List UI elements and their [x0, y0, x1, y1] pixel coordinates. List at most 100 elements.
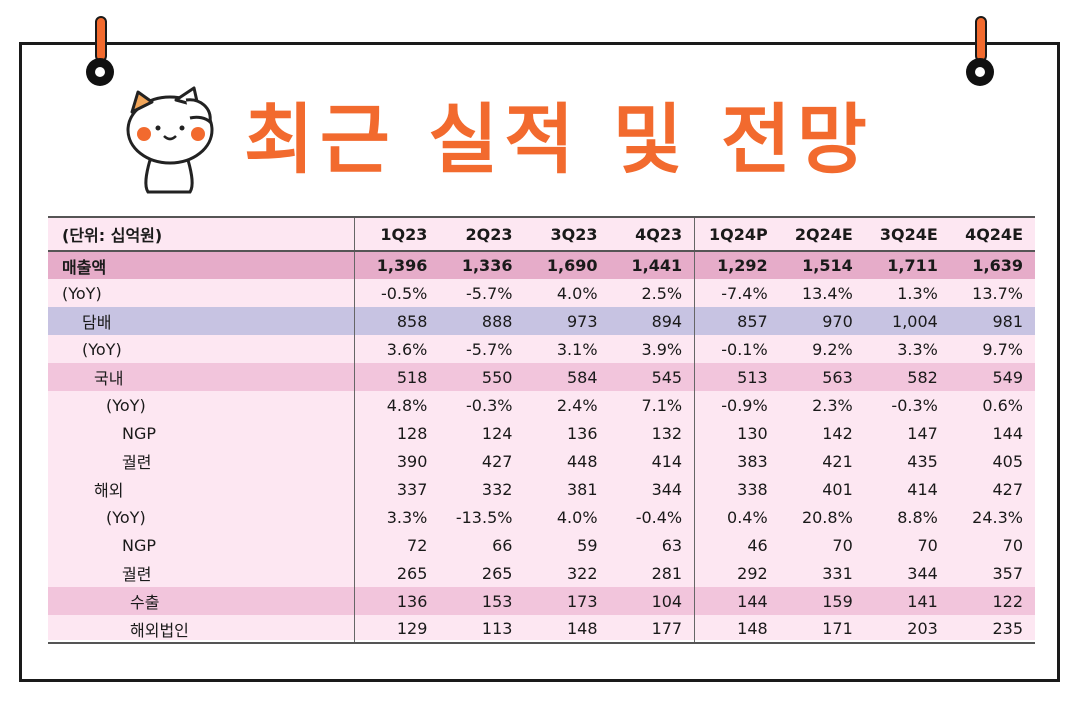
table-cell: 9.2% [812, 339, 853, 359]
row-label: 궐련 [122, 453, 152, 472]
table-cell: -5.7% [466, 339, 513, 359]
table-cell: 13.4% [801, 283, 853, 303]
table-cell: 401 [822, 479, 853, 499]
table-cell: 132 [651, 423, 683, 443]
table-row: 수출 136 153 173 104 144 159 141 122 [48, 587, 1035, 615]
column-header: 4Q24E [949, 216, 1035, 252]
table-cell: 338 [694, 475, 780, 503]
table-header-row: (단위: 십억원) 1Q23 2Q23 3Q23 4Q23 1Q24P 2Q24E 3Q24E… [48, 216, 1035, 252]
table-cell: 20.8% [801, 507, 853, 527]
table-cell: 435 [907, 451, 938, 471]
table-cell: 322 [566, 563, 598, 583]
row-label: 매출액 [48, 251, 355, 279]
table-row: (YoY) -0.5% -5.7% 4.0% 2.5% -7.4% 13.4% 1.3% 13.… [48, 279, 1035, 307]
table-cell: 1,639 [949, 251, 1035, 279]
table-cell: -5.7% [466, 283, 513, 303]
table-cell: 173 [524, 587, 610, 615]
table-cell: 265 [481, 563, 513, 583]
table-cell: -7.4% [694, 279, 780, 307]
column-header: 4Q23 [609, 216, 695, 252]
table-cell: 128 [353, 419, 440, 447]
table-cell: 24.3% [972, 507, 1023, 527]
table-cell: 973 [524, 307, 610, 335]
table-cell: 337 [353, 475, 440, 503]
table-cell: 265 [353, 559, 440, 587]
table-cell: 66 [492, 535, 513, 555]
table-cell: 3.6% [353, 335, 440, 363]
table-cell: 383 [694, 447, 780, 475]
table-cell: 448 [566, 451, 598, 471]
table-row: 궐련 265 265 322 281 292 331 344 357 [48, 559, 1035, 587]
row-label: (YoY) [106, 507, 146, 527]
table-cell: 63 [661, 535, 683, 555]
table-cell: -13.5% [455, 507, 513, 527]
table-cell: 1,336 [439, 251, 525, 279]
table-cell: 4.8% [353, 391, 440, 419]
earnings-table: (단위: 십억원) 1Q23 2Q23 3Q23 4Q23 1Q24P 2Q24E 3Q24E… [48, 216, 1035, 644]
table-cell: 550 [439, 363, 525, 391]
table-cell: 70 [917, 535, 938, 555]
row-label: NGP [122, 423, 157, 443]
table-cell: 136 [353, 587, 440, 615]
table-cell: 72 [353, 531, 440, 559]
table-row: (YoY) 4.8% -0.3% 2.4% 7.1% -0.9% 2.3% -0.3% 0.6% [48, 391, 1035, 419]
table-cell: 144 [992, 423, 1023, 443]
table-cell: 124 [481, 423, 513, 443]
table-cell: 4.0% [556, 507, 598, 527]
table-cell: 0.6% [982, 395, 1023, 415]
row-label: NGP [122, 535, 157, 555]
table-cell: 582 [864, 363, 950, 391]
table-row: (YoY) 3.6% -5.7% 3.1% 3.9% -0.1% 9.2% 3.3% 9.7% [48, 335, 1035, 363]
table-row: 국내 518 550 584 545 513 563 582 549 [48, 363, 1035, 391]
table-row: 매출액 1,396 1,336 1,690 1,441 1,292 1,514 1,711 1,… [48, 251, 1035, 279]
table-cell: 104 [609, 587, 695, 615]
page-title: 최근 실적 및 전망 [244, 95, 873, 184]
row-label: 궐련 [122, 565, 152, 584]
table-cell: 177 [609, 615, 695, 644]
table-cell: 136 [566, 423, 598, 443]
table-cell: 0.4% [694, 503, 780, 531]
column-header: 1Q23 [353, 216, 440, 252]
table-cell: 1,396 [353, 251, 440, 279]
table-cell: 858 [353, 307, 440, 335]
table-cell: 390 [353, 447, 440, 475]
table-cell: 4.0% [556, 283, 598, 303]
column-header: 1Q24P [694, 216, 780, 252]
table-cell: 8.8% [897, 507, 938, 527]
table-cell: 144 [694, 587, 780, 615]
table-cell: 153 [439, 587, 525, 615]
table-cell: 281 [651, 563, 683, 583]
table-cell: 427 [481, 451, 513, 471]
table-cell: 70 [832, 535, 853, 555]
table-cell: 2.5% [641, 283, 683, 303]
table-cell: 1,004 [864, 307, 950, 335]
table-cell: 159 [779, 587, 865, 615]
table-cell: 235 [949, 615, 1035, 644]
unit-label: (단위: 십억원) [48, 216, 355, 252]
table-cell: 857 [694, 307, 780, 335]
column-header: 3Q24E [864, 216, 950, 252]
table-cell: 1,711 [864, 251, 950, 279]
column-header: 2Q23 [439, 216, 525, 252]
table-cell: 545 [609, 363, 695, 391]
table-row: 궐련 390 427 448 414 383 421 435 405 [48, 447, 1035, 475]
table-cell: 148 [694, 615, 780, 644]
table-cell: -0.1% [694, 335, 780, 363]
table-cell: 513 [694, 363, 780, 391]
table-cell: 549 [949, 363, 1035, 391]
table-cell: 405 [992, 451, 1023, 471]
table-cell: 3.3% [897, 339, 938, 359]
table-cell: 344 [907, 563, 938, 583]
table-row: NGP 128 124 136 132 130 142 147 144 [48, 419, 1035, 447]
row-label: 수출 [48, 587, 355, 615]
table-cell: 9.7% [982, 339, 1023, 359]
row-label: (YoY) [82, 339, 122, 359]
earnings-table-panel: (단위: 십억원) 1Q23 2Q23 3Q23 4Q23 1Q24P 2Q24E 3Q24E… [48, 216, 1035, 644]
table-cell: 1.3% [897, 283, 938, 303]
table-cell: 1,441 [609, 251, 695, 279]
table-cell: -0.3% [466, 395, 513, 415]
table-cell: 427 [992, 479, 1023, 499]
row-label: 해외 [94, 481, 124, 500]
column-header: 2Q24E [779, 216, 865, 252]
row-label: (YoY) [106, 395, 146, 415]
